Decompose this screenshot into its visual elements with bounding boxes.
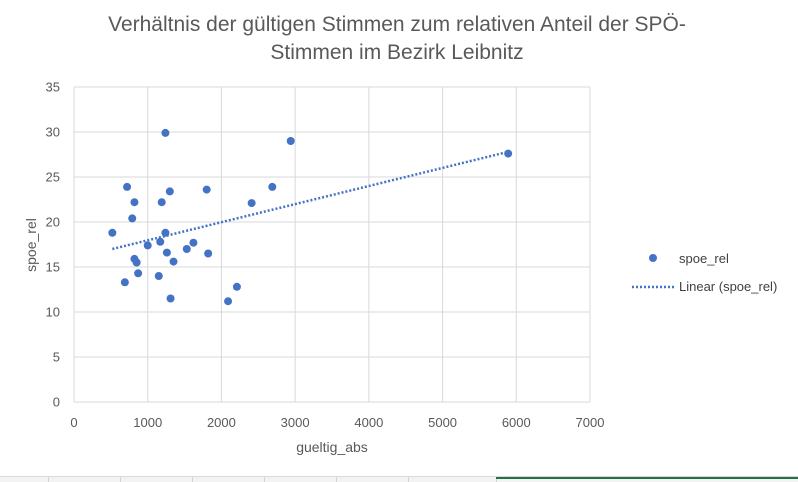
- y-tick-label: 30: [46, 125, 60, 140]
- x-tick-label: 2000: [207, 415, 236, 430]
- scatter-point: [161, 128, 170, 137]
- legend-label-trendline: Linear (spoe_rel): [679, 279, 777, 294]
- scatter-point: [132, 258, 141, 267]
- cell-divider: [192, 477, 193, 482]
- scatter-point: [161, 228, 170, 237]
- trendline: [112, 150, 509, 251]
- x-tick-label: 3000: [281, 415, 310, 430]
- legend-marker-spoe-rel: [649, 254, 657, 262]
- chart-title-line-1: Verhältnis der gültigen Stimmen zum rela…: [108, 13, 686, 36]
- scatter-point: [162, 248, 171, 257]
- y-tick-label: 0: [53, 395, 60, 410]
- cell-divider: [496, 477, 497, 482]
- gridlines: [73, 86, 591, 403]
- scatter-point: [247, 199, 256, 208]
- scatter-point: [128, 214, 137, 223]
- x-axis-tick-labels: 0 1000 2000 3000 4000 5000 6000 7000: [70, 415, 604, 430]
- legend-label-series: spoe_rel: [679, 251, 729, 266]
- scatter-point: [130, 198, 139, 207]
- x-tick-label: 4000: [354, 415, 383, 430]
- scatter-point: [268, 182, 277, 191]
- chart-title-line-2: Stimmen im Bezirk Leibnitz: [270, 41, 523, 64]
- x-tick-label: 1000: [133, 415, 162, 430]
- cell-divider: [336, 477, 337, 482]
- selected-cell-border: [496, 477, 798, 479]
- trendline-layer: [112, 150, 509, 251]
- y-axis-title: spoe_rel: [23, 218, 39, 272]
- cell-divider: [264, 477, 265, 482]
- x-tick-label: 5000: [428, 415, 457, 430]
- scatter-point: [154, 272, 163, 280]
- y-tick-label: 25: [46, 170, 60, 185]
- scatter-point: [504, 149, 513, 158]
- scatter-points: [108, 128, 513, 306]
- scatter-point: [204, 249, 213, 258]
- scatter-point: [120, 278, 129, 287]
- x-axis-title: gueltig_abs: [296, 439, 368, 455]
- y-tick-label: 20: [46, 215, 60, 230]
- scatter-point: [166, 294, 175, 303]
- cell-divider: [48, 477, 49, 482]
- scatter-point: [108, 228, 117, 237]
- x-tick-label: 0: [70, 415, 77, 430]
- cell-divider: [408, 477, 409, 482]
- x-tick-label: 7000: [576, 415, 605, 430]
- scatter-point: [232, 282, 241, 291]
- y-tick-label: 10: [46, 305, 60, 320]
- y-tick-label: 15: [46, 260, 60, 275]
- scatter-point: [143, 241, 152, 250]
- spreadsheet-grid-strip: [0, 476, 798, 482]
- x-tick-label: 6000: [502, 415, 531, 430]
- y-tick-label: 5: [53, 350, 60, 365]
- scatter-point: [134, 269, 143, 278]
- scatter-point: [165, 187, 174, 196]
- y-axis-tick-labels: 0 5 10 15 20 25 30 35: [46, 80, 60, 410]
- scatter-point: [182, 245, 191, 253]
- scatter-point: [123, 182, 132, 191]
- scatter-point: [156, 237, 165, 246]
- scatter-point: [286, 137, 295, 145]
- cell-divider: [120, 477, 121, 482]
- legend: spoe_rel Linear (spoe_rel): [632, 251, 777, 294]
- scatter-point: [202, 185, 211, 194]
- scatter-point: [224, 297, 233, 306]
- scatter-point: [189, 238, 198, 247]
- scatter-point: [169, 257, 178, 266]
- scatter-point: [157, 198, 166, 207]
- y-tick-label: 35: [46, 80, 60, 95]
